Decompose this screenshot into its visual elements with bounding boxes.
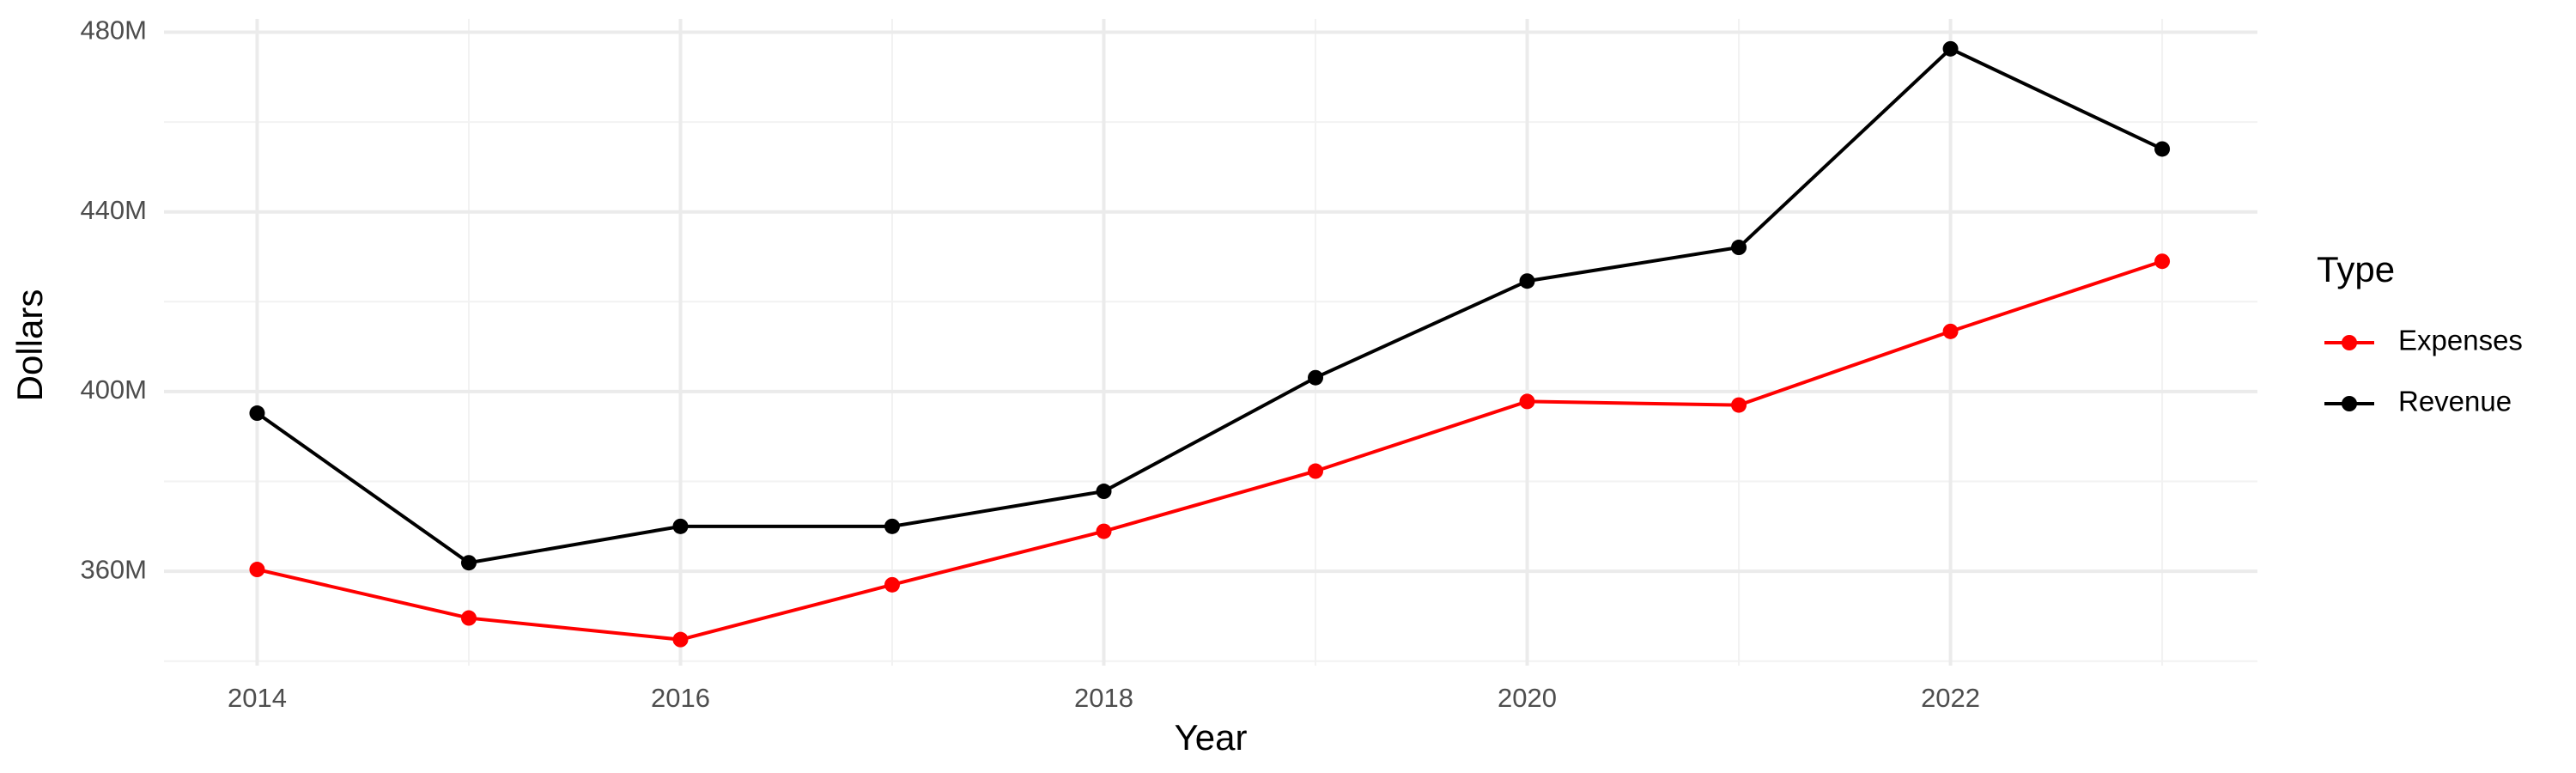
data-point [884,518,900,534]
data-point [249,405,265,422]
legend-title: Type [2317,249,2395,289]
data-point [672,518,689,534]
data-point [460,555,477,571]
data-point [1731,397,1747,413]
data-point [1096,523,1112,539]
data-point [672,631,689,648]
data-point [1096,484,1112,500]
data-point [1308,463,1324,479]
y-tick-label: 440M [80,195,147,225]
legend-label: Revenue [2398,386,2512,417]
data-point [884,576,900,593]
legend-key-point [2342,335,2357,350]
x-tick-label: 2014 [228,683,287,713]
data-point [2154,141,2171,157]
y-tick-label: 480M [80,15,147,46]
series-line [257,259,2163,642]
data-point [1942,323,1959,339]
data-point [1308,369,1324,386]
x-axis-title: Year [1175,717,1248,758]
x-tick-label: 2022 [1921,683,1980,713]
data-point [2154,253,2171,270]
y-axis-title: Dollars [9,289,50,402]
legend-label: Expenses [2398,325,2523,356]
x-tick-label: 2018 [1074,683,1133,713]
x-tick-label: 2020 [1498,683,1557,713]
data-point [249,562,265,578]
legend-key-point [2342,396,2357,411]
data-point [460,610,477,626]
data-point [1519,393,1535,410]
data-point [1519,273,1535,289]
series-line [256,46,2163,565]
y-tick-label: 400M [80,374,147,405]
x-tick-label: 2016 [651,683,710,713]
data-point [1942,40,1959,57]
y-tick-label: 360M [80,554,147,584]
data-point [1731,240,1747,256]
